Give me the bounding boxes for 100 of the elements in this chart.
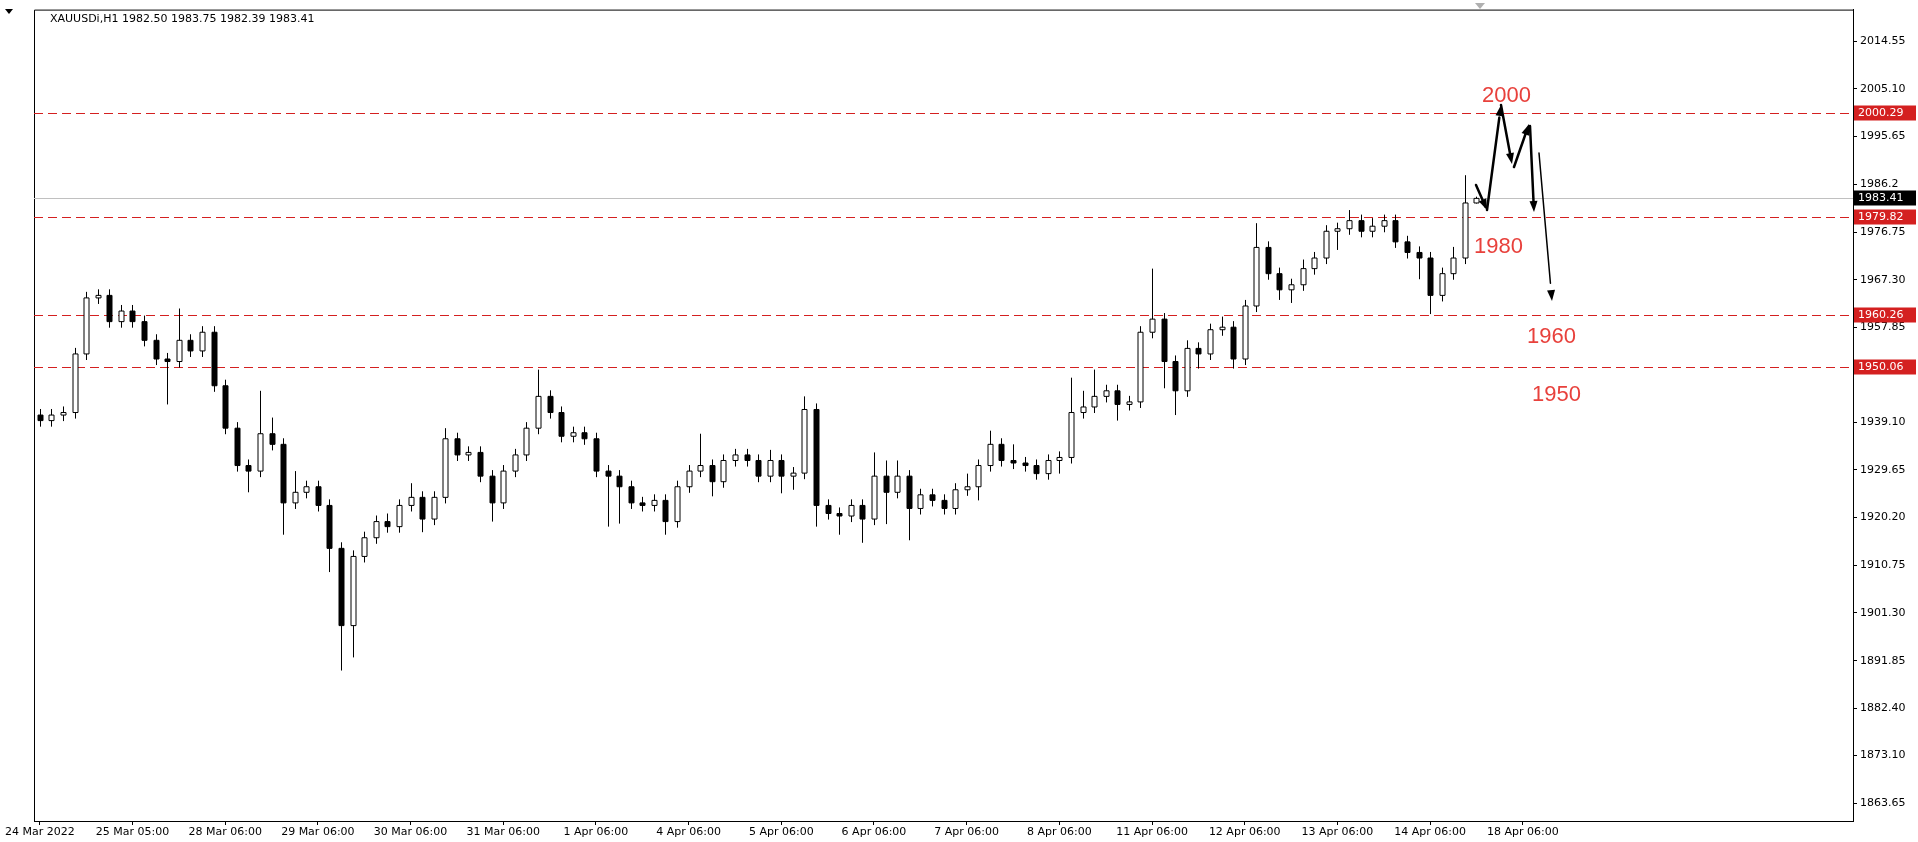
- candlestick: [1450, 246, 1457, 281]
- y-tick-label: 1976.75: [1860, 224, 1906, 238]
- annotation: 1950: [1531, 380, 1581, 406]
- candlestick: [118, 304, 125, 329]
- candlestick: [141, 315, 148, 347]
- annotation: 2000: [1481, 82, 1531, 108]
- candlestick: [686, 464, 693, 494]
- x-tick-label: 1 Apr 06:00: [563, 825, 629, 839]
- candlestick: [187, 333, 194, 358]
- candlestick: [129, 304, 136, 329]
- x-tick-label: 29 Mar 06:00: [281, 825, 355, 839]
- candlestick: [1392, 214, 1399, 249]
- y-tick-label: 1873.10: [1860, 748, 1906, 762]
- candlestick: [848, 498, 855, 523]
- y-tick-label: 1901.30: [1860, 605, 1906, 619]
- candlestick: [1369, 217, 1376, 238]
- x-tick-label: 7 Apr 06:00: [934, 825, 1000, 839]
- candlestick: [917, 488, 924, 516]
- candlestick: [697, 433, 704, 478]
- candlestick: [1056, 450, 1063, 475]
- x-tick-label: 28 Mar 06:00: [188, 825, 262, 839]
- candlestick: [384, 513, 391, 534]
- candlestick: [836, 506, 843, 536]
- x-tick-label: 5 Apr 06:00: [748, 825, 814, 839]
- y-tick-label: 1929.65: [1860, 462, 1906, 476]
- x-tick-label: 25 Mar 05:00: [95, 825, 170, 839]
- y-tick-label: 1863.65: [1860, 795, 1906, 809]
- candlestick: [894, 459, 901, 499]
- ref-line-label: 1950.06: [1858, 360, 1904, 374]
- candlestick: [396, 498, 403, 534]
- x-tick-label: 8 Apr 06:00: [1026, 825, 1092, 839]
- y-tick-label: 1967.30: [1860, 272, 1906, 286]
- candlestick: [199, 325, 206, 358]
- candlestick: [547, 389, 554, 420]
- candlestick: [454, 432, 461, 462]
- candlestick: [315, 480, 322, 512]
- y-tick-label: 2014.55: [1860, 34, 1906, 48]
- x-tick-label: 4 Apr 06:00: [656, 825, 721, 839]
- candlestick: [605, 464, 612, 528]
- candlestick: [1311, 251, 1318, 276]
- x-tick-label: 6 Apr 06:00: [841, 825, 907, 839]
- candlestick: [778, 453, 785, 494]
- y-tick-label: 1891.85: [1860, 653, 1906, 667]
- candlestick: [825, 498, 832, 521]
- candlestick: [269, 417, 276, 451]
- candlestick: [628, 480, 635, 510]
- candlestick: [767, 449, 774, 483]
- candlestick: [1195, 341, 1202, 370]
- candlestick: [998, 437, 1005, 468]
- x-tick-label: 11 Apr 06:00: [1116, 825, 1188, 839]
- x-tick-label: 18 Apr 06:00: [1486, 825, 1559, 839]
- candlestick: [1404, 235, 1411, 260]
- y-tick-label: 1995.65: [1860, 129, 1906, 143]
- candlestick: [245, 458, 252, 493]
- candlestick: [1288, 278, 1295, 304]
- ref-line-label: 2000.29: [1858, 106, 1904, 120]
- y-tick-label: 1920.20: [1860, 510, 1906, 524]
- candlestick: [581, 426, 588, 446]
- candlestick: [1416, 245, 1423, 280]
- candlestick: [292, 470, 299, 510]
- x-tick-label: 31 Mar 06:00: [466, 825, 540, 839]
- candlestick: [1010, 443, 1017, 470]
- candlestick: [153, 333, 160, 366]
- x-tick-label: 12 Apr 06:00: [1208, 825, 1281, 839]
- x-tick-label: 30 Mar 06:00: [373, 825, 448, 839]
- candlestick: [1276, 267, 1283, 301]
- candlestick: [512, 448, 519, 478]
- candlestick: [1300, 259, 1307, 292]
- candlestick: [709, 458, 716, 497]
- candlestick: [964, 473, 971, 497]
- candlestick: [558, 405, 565, 443]
- candlestick: [408, 482, 415, 512]
- ref-line-label: 1979.82: [1858, 210, 1904, 224]
- candlestick: [941, 493, 948, 516]
- ref-line-label: 1960.26: [1858, 308, 1904, 322]
- candlestick: [373, 515, 380, 545]
- x-tick-label: 13 Apr 06:00: [1301, 825, 1374, 839]
- candlestick: [176, 308, 183, 369]
- y-tick-label: 1939.10: [1860, 414, 1906, 428]
- candlestick: [361, 531, 368, 563]
- candlestick: [1334, 222, 1341, 251]
- candlestick: [1346, 209, 1353, 236]
- candlestick: [477, 445, 484, 483]
- x-tick-label: 24 Mar 2022: [4, 825, 75, 839]
- candlestick: [790, 466, 797, 491]
- y-tick-label: 1882.40: [1860, 701, 1906, 715]
- candlestick: [1114, 384, 1121, 422]
- candlestick: [1033, 458, 1040, 481]
- candlestick: [1149, 268, 1156, 339]
- candlestick: [859, 498, 866, 544]
- candlestick: [431, 490, 438, 526]
- chart-title: XAUUSDi,H1 1982.50 1983.75 1982.39 1983.41: [50, 12, 315, 26]
- y-tick-label: 1957.85: [1860, 320, 1906, 334]
- candlestick: [987, 430, 994, 473]
- candlestick: [1439, 267, 1446, 302]
- annotation: 1960: [1526, 323, 1576, 349]
- candlestick: [1045, 453, 1052, 481]
- candlestick: [975, 458, 982, 501]
- candlestick: [1091, 369, 1098, 414]
- y-tick-label: 1910.75: [1860, 558, 1906, 572]
